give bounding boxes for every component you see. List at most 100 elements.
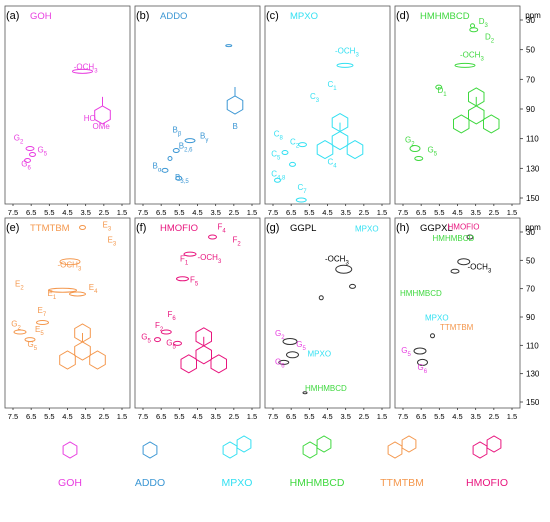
legend-label: GOH bbox=[58, 477, 82, 489]
shift-tick-label: 2.5 bbox=[489, 208, 499, 217]
peak-label: C2 bbox=[290, 138, 300, 150]
cross-peak bbox=[298, 142, 307, 148]
legend-label: HMHMBCD bbox=[290, 477, 345, 489]
panel-frame bbox=[4, 217, 131, 409]
cross-peak bbox=[295, 197, 307, 203]
peak-label: G5 bbox=[296, 340, 306, 352]
legend-item-mpxo: MPXO bbox=[222, 435, 252, 489]
ppm-tick-label: 150 bbox=[526, 398, 540, 407]
panel-frame bbox=[4, 5, 131, 205]
shift-tick-label: 7.5 bbox=[268, 208, 278, 217]
peak-label: HMHMBCD bbox=[433, 234, 475, 243]
cross-peak bbox=[450, 268, 460, 274]
peak-label: TTMTBM bbox=[440, 323, 474, 332]
shift-tick-label: 4.5 bbox=[192, 208, 202, 217]
cross-peak bbox=[278, 359, 290, 365]
cross-peak bbox=[72, 68, 93, 74]
peak-label: MPXO bbox=[355, 224, 379, 233]
cross-peak bbox=[36, 320, 49, 325]
shift-tick-label: 5.5 bbox=[174, 208, 184, 217]
panel-title: HMOFIO bbox=[160, 223, 198, 234]
shift-tick-label: 3.5 bbox=[210, 208, 220, 217]
shift-tick-label: 7.5 bbox=[398, 208, 408, 217]
peak-label: HO bbox=[84, 114, 96, 123]
shift-tick-label: 6.5 bbox=[156, 412, 166, 421]
ppm-tick-label: 150 bbox=[526, 194, 540, 203]
peak-label: G6 bbox=[275, 357, 285, 369]
cross-peak bbox=[24, 157, 31, 163]
peak-label: G5 bbox=[401, 346, 411, 358]
cross-peak bbox=[13, 329, 27, 335]
panel-ggpl: (g) GGPL MPXO -OCH3 G2 G5 G6 MPXO HMHMBCD bbox=[264, 217, 391, 409]
peak-label: Bα bbox=[153, 161, 162, 173]
panel-letter: (h) bbox=[396, 222, 409, 234]
cross-peak bbox=[336, 62, 354, 68]
cross-peak bbox=[225, 44, 233, 48]
shift-tick-label: 1.5 bbox=[117, 412, 127, 421]
shift-tick-label: 5.5 bbox=[44, 412, 54, 421]
shift-tick-label: 2.5 bbox=[229, 412, 239, 421]
peak-label: -OCH3 bbox=[335, 47, 359, 59]
shift-tick-label: 6.5 bbox=[26, 208, 36, 217]
ppm-unit: ppm bbox=[525, 11, 541, 20]
structure-ring bbox=[483, 114, 500, 134]
peak-label: HMOFIO bbox=[448, 222, 480, 231]
legend-structure bbox=[486, 435, 502, 453]
structure-ring bbox=[316, 140, 334, 160]
cross-peak bbox=[457, 258, 471, 266]
panel-letter: (f) bbox=[136, 222, 146, 234]
peak-label: B3,5 bbox=[175, 173, 189, 185]
shift-tick-label: 6.5 bbox=[416, 412, 426, 421]
cross-peak bbox=[413, 347, 427, 355]
shift-tick-label: 2.5 bbox=[359, 412, 369, 421]
peak-label: MPXO bbox=[308, 350, 332, 359]
peak-label: -OCH3 bbox=[325, 255, 349, 267]
ppm-tick-label: 50 bbox=[526, 46, 535, 55]
cross-peak bbox=[335, 264, 353, 274]
shift-tick-label: 3.5 bbox=[80, 208, 90, 217]
ppm-tick-label: 90 bbox=[526, 313, 535, 322]
peak-label: G6 bbox=[21, 159, 31, 171]
peak-label: E7 bbox=[38, 306, 47, 318]
shift-tick-label: 1.5 bbox=[247, 208, 257, 217]
peak-label: C4 bbox=[328, 157, 338, 169]
shift-tick-label: 3.5 bbox=[80, 412, 90, 421]
panel-hmhmbcd: (d) HMHMBCD D3 D2-OCH3 D1 G2 G5 bbox=[394, 5, 521, 205]
shift-axes: 7.5 6.5 5.5 4.5 3.5 2.5 1.5 7.5 6.5 5.5 4.5 3.5 2.5 1… bbox=[8, 204, 517, 421]
cross-peak bbox=[79, 225, 86, 230]
shift-tick-label: 2.5 bbox=[359, 208, 369, 217]
cross-peak bbox=[208, 234, 217, 240]
cross-peak bbox=[48, 287, 77, 293]
peak-label: E2 bbox=[15, 279, 24, 291]
structure-ring bbox=[468, 105, 485, 125]
shift-tick-label: 7.5 bbox=[8, 208, 18, 217]
peak-label: F6 bbox=[168, 310, 177, 322]
shift-tick-label: 5.5 bbox=[174, 412, 184, 421]
ppm-tick-label: 90 bbox=[526, 105, 535, 114]
cross-peak bbox=[289, 161, 296, 167]
peak-label: G6 bbox=[418, 363, 428, 375]
shift-tick-label: 1.5 bbox=[247, 412, 257, 421]
peak-label: E1 bbox=[48, 289, 57, 301]
shift-tick-label: 2.5 bbox=[229, 208, 239, 217]
cross-peak bbox=[29, 152, 36, 157]
legend-item-goh: GOH bbox=[58, 441, 82, 489]
shift-tick-label: 3.5 bbox=[210, 412, 220, 421]
cross-peak bbox=[183, 251, 197, 257]
cross-peak bbox=[24, 337, 36, 343]
shift-tick-label: 1.5 bbox=[377, 412, 387, 421]
cross-peak bbox=[430, 333, 435, 339]
structure-ring bbox=[226, 95, 244, 115]
cross-peak bbox=[161, 167, 169, 173]
ppm-tick-label: 110 bbox=[526, 341, 539, 350]
peak-label: D3 bbox=[479, 17, 489, 29]
peak-label: B2,6 bbox=[179, 142, 193, 154]
peak-label: -OCH3 bbox=[460, 50, 484, 62]
legend-structure bbox=[316, 435, 332, 453]
structure-ring bbox=[59, 350, 76, 370]
peak-label: F2 bbox=[155, 321, 164, 333]
